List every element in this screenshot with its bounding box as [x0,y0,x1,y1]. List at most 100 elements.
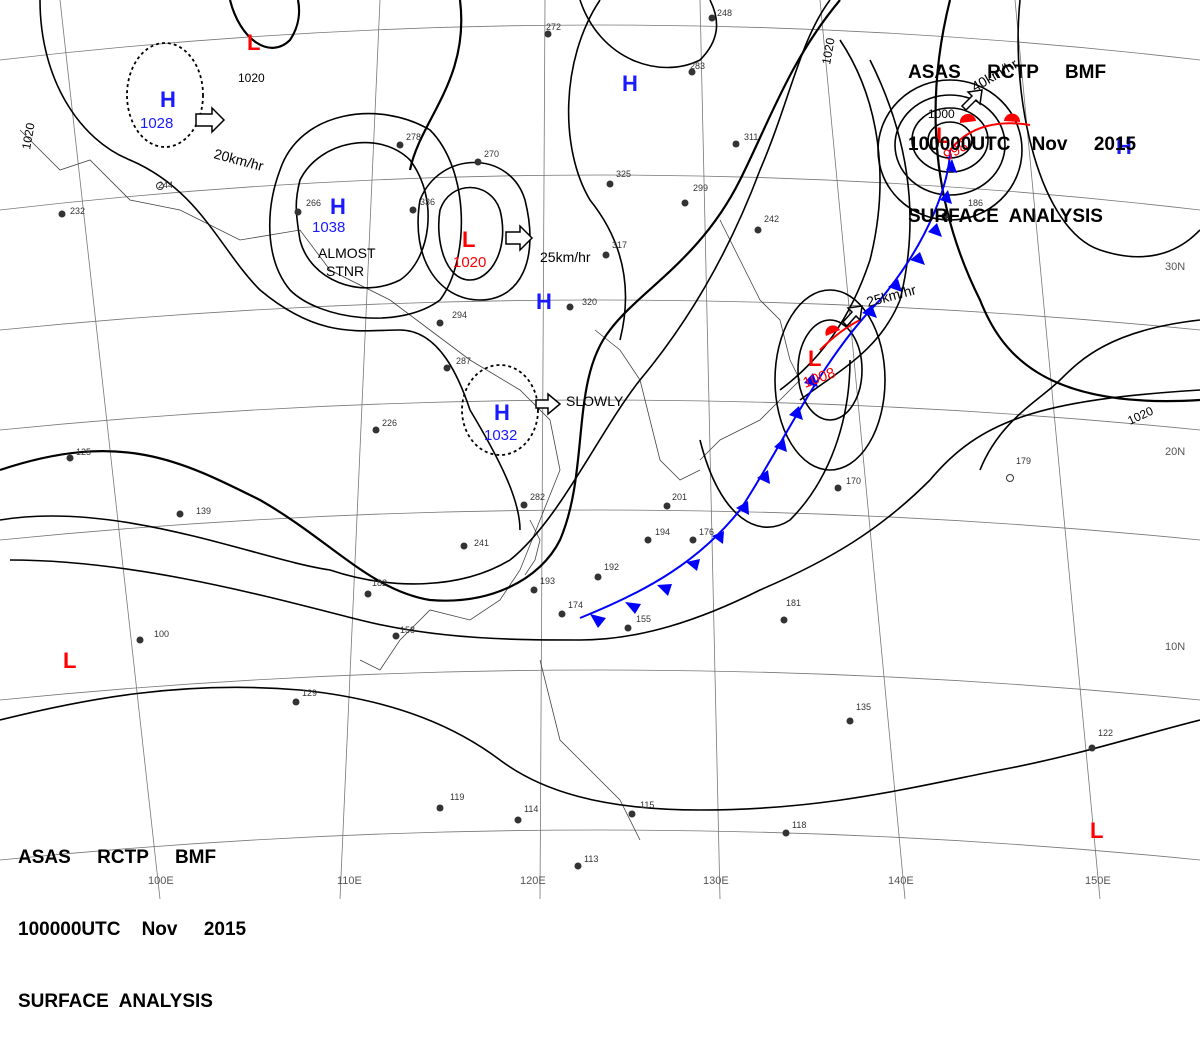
speed-label: 20km/hr [212,145,265,174]
header-title: ASAS RCTP BMF [908,62,1107,83]
chart-header-bottom: ASAS RCTP BMF 100000UTC Nov 2015 SURFACE… [18,798,318,1038]
cold-front-triangle [928,223,942,237]
station-plot: 186 [941,198,983,220]
station-plot: 336 [409,197,435,214]
movement-arrow-icon [195,106,226,134]
station-plot: 294 [436,310,467,327]
header-time: 100000UTC Nov 2015 [18,919,247,940]
station-plot: 182 [364,578,387,598]
station-plot: 248 [708,8,732,22]
isobar [228,0,301,49]
cold-front-triangle [789,406,803,420]
movement-arrow-icon [535,392,562,416]
station-plot: 299 [681,183,708,207]
isobar [979,319,1200,471]
cold-front-triangle [757,470,770,484]
latitude-label: 20N [1165,446,1185,458]
low-pressure-center: L [1090,818,1103,843]
station-plot: 325 [606,169,631,188]
svg-text:119: 119 [450,792,464,802]
stationary-label: STNR [326,263,364,279]
station-plot: 282 [520,492,545,509]
svg-text:244: 244 [158,180,173,190]
svg-text:294: 294 [452,310,467,320]
isobar [417,161,531,301]
station-plot: 193 [530,576,555,594]
cold-front-triangle [888,279,902,292]
cold-front-triangle [910,252,925,265]
svg-text:170: 170 [846,476,861,486]
station-plot: 242 [754,214,779,234]
svg-text:270: 270 [484,149,499,159]
isobar [799,59,911,401]
high-pressure-center: H [494,400,510,425]
isobar [408,0,463,171]
high-pressure-center: H [622,71,638,96]
svg-text:100: 100 [154,629,169,639]
station-plot: 244 [156,180,173,190]
isobar [0,686,1200,811]
pressure-centers: L H 1028 H 1038 L 1020 H H H 1032 L 998 … [63,30,1132,843]
longitude-label: 100E [148,875,174,887]
svg-text:193: 193 [540,576,555,586]
svg-text:266: 266 [306,198,321,208]
svg-text:248: 248 [717,8,732,18]
low-pressure-center: L [247,30,260,55]
svg-text:336: 336 [420,197,435,207]
station-plot: 155 [624,614,651,632]
isobar [877,79,1023,221]
svg-text:182: 182 [372,578,387,588]
isobar [774,289,886,471]
station-plot: 232 [58,206,85,218]
high-pressure-center: H [330,194,346,219]
warm-front [819,113,1031,351]
isobar-label: 1020 [19,121,37,150]
longitude-label: 110E [337,875,362,887]
isobar [295,141,429,289]
svg-text:317: 317 [612,240,627,250]
station-plot: 179 [1006,456,1031,482]
svg-text:125: 125 [76,447,91,457]
svg-text:113: 113 [584,854,598,864]
station-plot: 129 [292,688,317,706]
cold-front [579,149,957,628]
svg-text:176: 176 [699,527,714,537]
pressure-value: 1028 [140,115,173,132]
svg-text:181: 181 [786,598,801,608]
longitude-label: 140E [888,875,914,887]
cold-front-triangle [590,614,606,628]
isobars [0,0,1200,811]
graticule [0,0,1200,899]
high-pressure-center: H [536,289,552,314]
isobar-label: 1020 [238,71,265,85]
latitude-label: 10N [1165,641,1185,653]
isobar [894,94,1006,196]
svg-text:232: 232 [70,206,85,216]
station-plot: 118 [782,820,806,837]
high-circle [461,364,539,456]
header-time: 100000UTC Nov 2015 [908,134,1137,155]
station-plot: 226 [372,418,397,434]
coastlines [19,129,801,841]
header-subtitle: SURFACE ANALYSIS [18,991,213,1012]
svg-text:192: 192 [604,562,619,572]
svg-text:282: 282 [530,492,545,502]
isobar [934,0,1200,403]
cold-front-triangle [940,190,952,204]
latitude-label: 30N [1165,261,1185,273]
station-plot: 241 [460,538,489,550]
isobar [779,39,881,391]
grid-labels: 100E 110E 120E 130E 140E 150E 30N 20N 10… [148,261,1185,887]
isobar [9,389,1200,641]
high-circle [126,42,204,148]
cold-front-triangle [712,531,724,544]
longitude-label: 130E [703,875,729,887]
isobar-label: 1020 [819,36,837,65]
low-pressure-center: L [462,227,475,252]
low-pressure-center: L [63,648,76,673]
pressure-value: 1038 [312,219,345,236]
svg-text:320: 320 [582,297,597,307]
svg-text:272: 272 [546,22,561,32]
station-plot: 139 [176,506,211,518]
station-plot: 272 [544,22,561,38]
